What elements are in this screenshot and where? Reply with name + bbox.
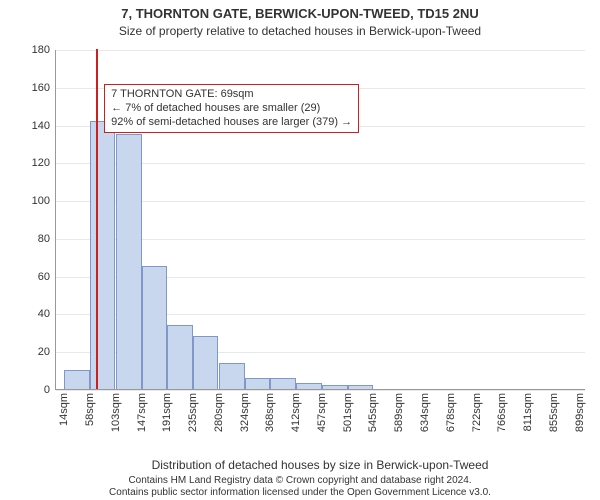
y-tick-label: 0 — [44, 384, 50, 396]
x-tick-label: 501sqm — [342, 393, 354, 432]
x-tick-label: 634sqm — [419, 393, 431, 432]
y-axis-label: Number of detached properties — [8, 0, 22, 55]
x-tick-label: 235sqm — [187, 393, 199, 432]
annotation-box: 7 THORNTON GATE: 69sqm ← 7% of detached … — [104, 84, 359, 133]
x-tick-label: 58sqm — [84, 393, 96, 426]
x-tick-label: 324sqm — [239, 393, 251, 432]
x-tick-label: 722sqm — [471, 393, 483, 432]
x-tick-label: 766sqm — [496, 393, 508, 432]
y-tick-label: 120 — [32, 157, 50, 169]
y-tick-label: 100 — [32, 195, 50, 207]
copyright-line: Contains public sector information licen… — [0, 487, 600, 499]
histogram-bar — [167, 325, 193, 389]
y-tick-label: 180 — [32, 44, 50, 56]
plot-area: 02040608010012014016018014sqm58sqm103sqm… — [55, 50, 585, 390]
chart-subtitle: Size of property relative to detached ho… — [0, 24, 600, 38]
gridline — [56, 390, 585, 391]
histogram-bar — [296, 383, 322, 389]
y-tick-label: 80 — [38, 233, 50, 245]
x-tick-label: 103sqm — [110, 393, 122, 432]
histogram-bar — [116, 134, 142, 389]
chart-title: 7, THORNTON GATE, BERWICK-UPON-TWEED, TD… — [0, 6, 600, 21]
histogram-bar — [348, 385, 374, 389]
annotation-line: 7 THORNTON GATE: 69sqm — [111, 88, 352, 102]
x-tick-label: 280sqm — [213, 393, 225, 432]
x-tick-label: 457sqm — [316, 393, 328, 432]
x-tick-label: 589sqm — [393, 393, 405, 432]
histogram-bar — [270, 378, 296, 389]
histogram-bar — [245, 378, 271, 389]
gridline — [56, 50, 585, 51]
histogram-bar — [193, 336, 219, 389]
annotation-line: ← 7% of detached houses are smaller (29) — [111, 102, 352, 116]
chart-container: 7, THORNTON GATE, BERWICK-UPON-TWEED, TD… — [0, 0, 600, 500]
x-tick-label: 545sqm — [367, 393, 379, 432]
histogram-bar — [90, 121, 116, 389]
y-tick-label: 160 — [32, 82, 50, 94]
copyright-text: Contains HM Land Registry data © Crown c… — [0, 475, 600, 498]
x-tick-label: 678sqm — [445, 393, 457, 432]
y-tick-label: 140 — [32, 120, 50, 132]
histogram-bar — [322, 385, 348, 389]
x-tick-label: 191sqm — [161, 393, 173, 432]
x-tick-label: 14sqm — [58, 393, 70, 426]
histogram-bar — [64, 370, 90, 389]
x-tick-label: 412sqm — [290, 393, 302, 432]
reference-line — [96, 49, 98, 389]
x-tick-label: 855sqm — [548, 393, 560, 432]
x-tick-label: 368sqm — [264, 393, 276, 432]
histogram-bar — [219, 363, 245, 389]
x-tick-label: 147sqm — [136, 393, 148, 432]
y-tick-label: 60 — [38, 271, 50, 283]
x-tick-label: 899sqm — [574, 393, 586, 432]
x-axis-label: Distribution of detached houses by size … — [55, 458, 585, 472]
y-tick-label: 20 — [38, 346, 50, 358]
annotation-line: 92% of semi-detached houses are larger (… — [111, 116, 352, 130]
y-tick-label: 40 — [38, 308, 50, 320]
x-tick-label: 811sqm — [522, 393, 534, 431]
copyright-line: Contains HM Land Registry data © Crown c… — [0, 475, 600, 487]
histogram-bar — [142, 266, 168, 389]
